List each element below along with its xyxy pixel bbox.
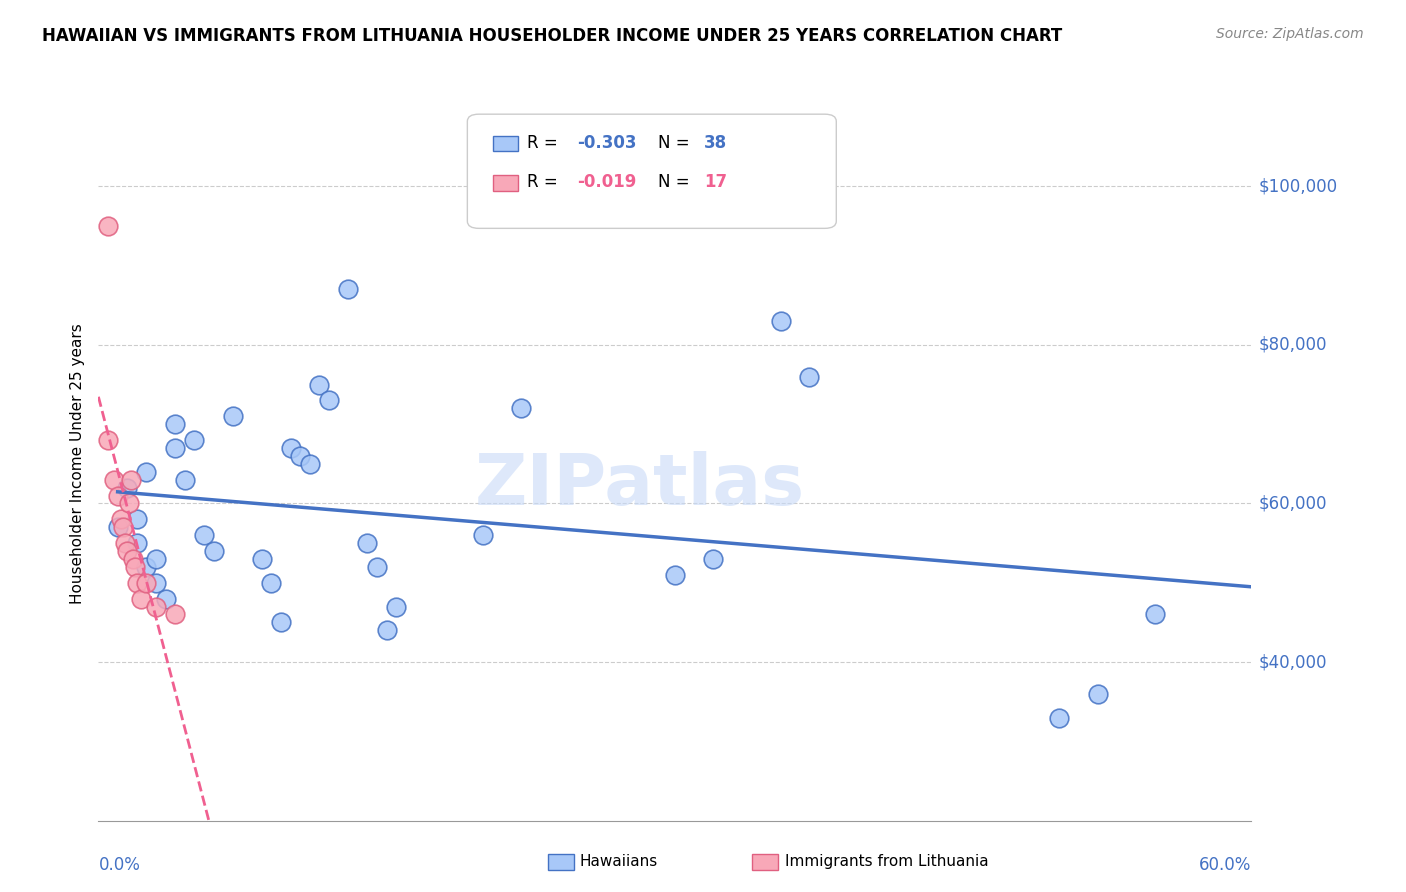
Point <box>1047 710 1070 724</box>
Point <box>145 599 167 614</box>
Text: Immigrants from Lithuania: Immigrants from Lithuania <box>785 855 988 869</box>
Point <box>118 496 141 510</box>
Point <box>385 599 408 614</box>
Point <box>1087 687 1109 701</box>
Text: ZIPatlas: ZIPatlas <box>475 450 806 520</box>
Text: Source: ZipAtlas.com: Source: ZipAtlas.com <box>1216 27 1364 41</box>
Point <box>107 489 129 503</box>
Point <box>356 536 378 550</box>
Point <box>308 377 330 392</box>
Point <box>129 591 152 606</box>
Point <box>112 520 135 534</box>
Point <box>664 567 686 582</box>
Text: 0.0%: 0.0% <box>98 856 141 874</box>
Point <box>222 409 245 424</box>
Point <box>193 528 215 542</box>
Text: $100,000: $100,000 <box>1258 178 1337 195</box>
Text: $80,000: $80,000 <box>1258 336 1327 354</box>
Text: R =: R = <box>527 134 564 152</box>
Point <box>125 536 148 550</box>
Point <box>124 560 146 574</box>
Point <box>135 560 157 574</box>
Text: -0.303: -0.303 <box>576 134 637 152</box>
Point <box>125 512 148 526</box>
Text: $40,000: $40,000 <box>1258 653 1327 671</box>
Point <box>145 575 167 590</box>
Point <box>114 536 136 550</box>
Text: 17: 17 <box>704 173 727 191</box>
Point <box>290 449 312 463</box>
Point <box>510 401 533 416</box>
Point <box>1144 607 1167 622</box>
Point <box>110 512 132 526</box>
FancyBboxPatch shape <box>467 114 837 228</box>
Point <box>145 552 167 566</box>
Point <box>174 473 197 487</box>
Point <box>120 473 142 487</box>
Point <box>122 552 145 566</box>
Text: Hawaiians: Hawaiians <box>579 855 658 869</box>
Point <box>769 314 792 328</box>
Point <box>318 393 340 408</box>
Text: HAWAIIAN VS IMMIGRANTS FROM LITHUANIA HOUSEHOLDER INCOME UNDER 25 YEARS CORRELAT: HAWAIIAN VS IMMIGRANTS FROM LITHUANIA HO… <box>42 27 1063 45</box>
Point <box>471 528 494 542</box>
Point <box>97 433 120 447</box>
Point <box>125 575 148 590</box>
Point <box>155 591 177 606</box>
Text: 60.0%: 60.0% <box>1199 856 1251 874</box>
Point <box>165 441 187 455</box>
Text: 38: 38 <box>704 134 727 152</box>
Point <box>165 417 187 432</box>
Point <box>117 481 138 495</box>
Point <box>799 369 821 384</box>
Point <box>135 465 157 479</box>
Text: R =: R = <box>527 173 564 191</box>
Point <box>165 607 187 622</box>
Point <box>375 624 398 638</box>
Point <box>337 282 360 296</box>
Text: $60,000: $60,000 <box>1258 494 1327 513</box>
Text: N =: N = <box>658 134 695 152</box>
Point <box>107 520 129 534</box>
FancyBboxPatch shape <box>492 175 517 191</box>
Point <box>117 544 138 558</box>
FancyBboxPatch shape <box>492 136 517 152</box>
Point <box>202 544 225 558</box>
Text: -0.019: -0.019 <box>576 173 637 191</box>
Point <box>702 552 724 566</box>
Point <box>97 219 120 233</box>
Point <box>103 473 125 487</box>
Point <box>183 433 205 447</box>
Point <box>366 560 388 574</box>
Point <box>298 457 321 471</box>
Y-axis label: Householder Income Under 25 years: Householder Income Under 25 years <box>69 324 84 604</box>
Point <box>250 552 273 566</box>
Point <box>280 441 302 455</box>
Text: N =: N = <box>658 173 695 191</box>
Point <box>135 575 157 590</box>
Point <box>270 615 292 630</box>
Point <box>260 575 283 590</box>
